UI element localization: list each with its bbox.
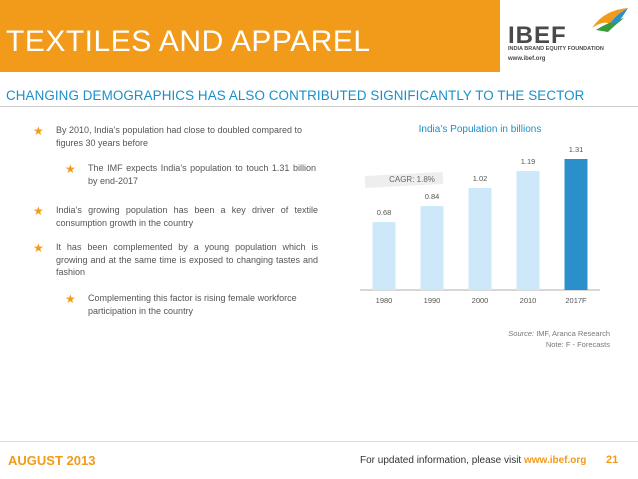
page-number: 21 [606,454,619,466]
footer-url-link[interactable]: www.ibef.org [523,455,587,466]
star-bullet-icon: ★ [33,204,44,218]
cagr-annotation: CAGR: 1.8% [389,175,435,184]
logo-subtitle: INDIA BRAND EQUITY FOUNDATION [508,46,604,52]
footer-info-text: For updated information, please visit [360,455,522,466]
page-title: TEXTILES AND APPAREL [6,25,371,58]
forecast-note: Note: F - Forecasts [545,340,610,349]
footer-divider [0,441,638,442]
x-tick-label: 2010 [520,296,537,305]
header-bar: TEXTILES AND APPAREL IBEF INDIA BRAND EQ… [0,0,638,72]
footer-info: For updated information, please visit ww… [360,455,586,466]
data-label: 1.02 [473,174,488,183]
logo-text: IBEF [508,22,567,49]
bullet-text: By 2010, India’s population had close to… [56,125,303,148]
x-tick-label: 2017F [565,296,587,305]
data-label: 0.84 [425,192,440,201]
bar-1980 [372,222,396,290]
data-label: 0.68 [377,208,392,217]
star-bullet-icon: ★ [33,124,44,138]
population-bar-chart: 0.68 1980 0.84 1990 1.02 2000 1.19 2010 1.31 2017… [360,145,600,305]
chart-title: India’s Population in billions [418,124,542,135]
logo-url[interactable]: www.ibef.org [508,56,546,62]
data-label: 1.31 [569,145,584,154]
section-subtitle: CHANGING DEMOGRAPHICS HAS ALSO CONTRIBUT… [6,88,585,103]
star-bullet-icon: ★ [65,162,76,176]
footer-date: AUGUST 2013 [8,453,96,468]
x-tick-label: 1980 [376,296,393,305]
x-tick-label: 2000 [472,296,489,305]
ibef-logo[interactable]: IBEF INDIA BRAND EQUITY FOUNDATION www.i… [500,0,638,72]
source-text: IMF, Aranca Research [536,329,610,338]
bar-2000 [468,188,492,290]
bar-1990 [420,206,444,290]
divider [0,106,638,107]
bullet-text: It has been complemented by a young popu… [56,242,318,277]
star-bullet-icon: ★ [65,292,76,306]
bullet-text: India’s growing population has been a ke… [56,205,318,228]
bar-2017F [564,159,588,290]
bar-2010 [516,171,540,290]
bullet-text: Complementing this factor is rising fema… [88,293,297,316]
bird-logo-icon [592,8,628,32]
cagr-arrow-icon [364,172,444,188]
source-label: Source: [508,329,535,338]
bullet-text: The IMF expects India’s population to to… [88,163,316,186]
star-bullet-icon: ★ [33,241,44,255]
data-label: 1.19 [521,157,536,166]
source-note: Source: IMF, Aranca Research Note: F - F… [440,328,610,350]
x-tick-label: 1990 [424,296,441,305]
